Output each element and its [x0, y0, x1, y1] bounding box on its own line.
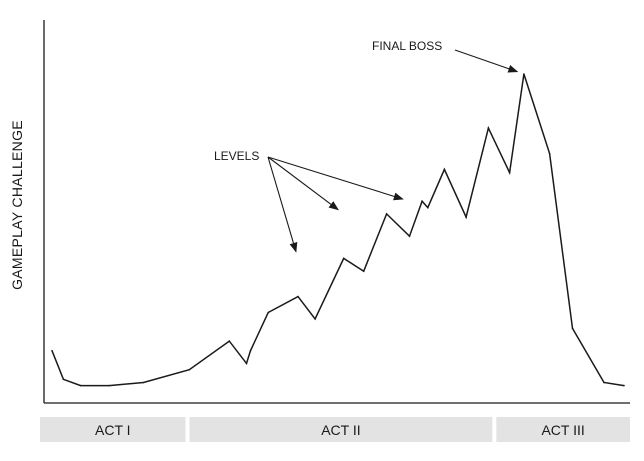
data-point — [603, 381, 605, 384]
data-point — [623, 384, 625, 387]
data-point — [228, 340, 231, 342]
data-point — [245, 362, 248, 365]
annotation-layer: LEVELS FINAL BOSS — [214, 39, 519, 253]
annotation-arrow — [267, 156, 339, 211]
data-point — [487, 127, 490, 129]
data-point — [62, 378, 65, 381]
series-line — [51, 73, 625, 387]
annotation-label: LEVELS — [214, 149, 259, 163]
annotation-arrow — [454, 49, 519, 73]
annotation-arrow — [267, 156, 404, 201]
act-label: ACT I — [95, 422, 131, 438]
act-segment — [40, 417, 186, 442]
act-label: ACT III — [541, 422, 584, 438]
data-point — [342, 257, 345, 260]
annotation-label: FINAL BOSS — [372, 39, 442, 53]
data-point — [51, 349, 53, 352]
data-point — [548, 152, 551, 155]
data-point — [408, 235, 411, 237]
data-point — [249, 349, 252, 352]
data-point — [443, 168, 446, 171]
data-point — [79, 384, 82, 387]
data-point — [465, 216, 467, 218]
data-point — [188, 368, 191, 371]
act-segment — [189, 417, 493, 442]
annotation-arrow — [267, 156, 298, 253]
axes — [43, 20, 630, 404]
data-point — [297, 295, 299, 298]
data-point — [142, 381, 145, 384]
data-point — [267, 311, 270, 314]
data-point — [427, 206, 429, 209]
act-label: ACT II — [321, 422, 360, 438]
data-point — [385, 213, 388, 215]
data-point — [523, 73, 525, 75]
act-segment — [496, 417, 630, 442]
data-point — [508, 171, 511, 174]
data-point — [421, 200, 423, 202]
series-layer — [51, 73, 625, 387]
data-point — [314, 318, 316, 320]
points-layer — [51, 73, 625, 387]
data-point — [571, 327, 574, 330]
act-bar: ACT I ACT II ACT III — [40, 417, 630, 442]
y-axis-label: GAMEPLAY CHALLENGE — [9, 120, 25, 290]
data-point — [362, 270, 365, 273]
data-point — [108, 384, 110, 387]
